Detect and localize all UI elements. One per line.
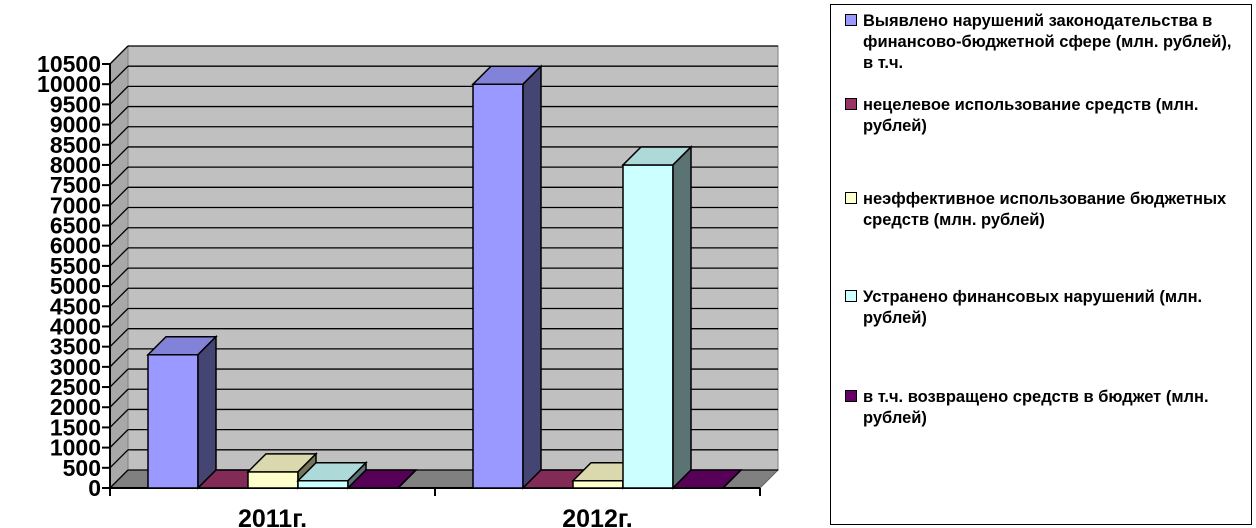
y-tick-label: 3000 <box>50 354 101 380</box>
bar-side <box>722 469 742 489</box>
bar-front <box>622 164 674 489</box>
y-tick-label: 8000 <box>50 152 101 178</box>
gridline-side <box>109 287 129 307</box>
y-axis: 0500100015002000250030003500400045005000… <box>37 51 111 501</box>
gridline-side <box>109 469 129 489</box>
gridline-side <box>109 449 129 469</box>
x-axis: 2011г. 2012г. <box>109 487 761 528</box>
legend-item-inefficient-use: неэффективное использование бюджетных ср… <box>845 189 1245 231</box>
gridline-side <box>109 207 129 226</box>
y-tick-label: 6000 <box>50 233 101 259</box>
y-tick-label: 10000 <box>37 71 101 97</box>
gridline-side <box>109 126 129 146</box>
y-tick-label: 10500 <box>37 51 101 77</box>
legend-swatch <box>845 390 857 402</box>
legend-label: Устранено финансовых нарушений (млн. руб… <box>863 288 1203 327</box>
y-tick-label: 4500 <box>50 293 101 319</box>
plot-side-wall <box>109 44 129 490</box>
y-tick-label: 3500 <box>50 334 101 360</box>
y-tick-label: 2000 <box>50 394 101 420</box>
bar-side <box>397 469 417 489</box>
gridline-side <box>109 146 129 166</box>
legend-item-returned-to-budget: в т.ч. возвращено средств в бюджет (млн.… <box>845 387 1245 429</box>
y-tick-label: 9500 <box>50 91 101 117</box>
legend-item-violations-eliminated: Устранено финансовых нарушений (млн. руб… <box>845 287 1245 329</box>
y-tick-label: 9000 <box>50 112 101 138</box>
y-tick-label: 1000 <box>50 435 101 461</box>
gridline-side <box>109 85 129 105</box>
bar <box>296 460 368 490</box>
gridline-side <box>109 106 129 126</box>
legend-swatch <box>845 192 857 204</box>
bar <box>671 469 743 489</box>
y-tick-label: 7500 <box>50 172 101 198</box>
gridline-side <box>109 65 129 85</box>
bar <box>346 469 418 489</box>
bar-front <box>297 479 349 489</box>
y-tick-label: 4000 <box>50 313 101 339</box>
legend: Выявлено нарушений законодательства в фи… <box>830 4 1252 525</box>
y-tick-label: 500 <box>63 455 101 481</box>
y-tick-label: 7000 <box>50 192 101 218</box>
x-category-label: 2011г. <box>238 505 307 528</box>
bar-front <box>247 471 299 489</box>
legend-label: Выявлено нарушений законодательства в фи… <box>863 12 1232 72</box>
bar-side <box>672 145 692 490</box>
legend-label: в т.ч. возвращено средств в бюджет (млн.… <box>863 388 1209 427</box>
gridline-side <box>109 308 129 327</box>
bar-front <box>147 353 199 489</box>
legend-swatch <box>845 98 857 110</box>
bar-side <box>522 64 542 490</box>
bar <box>621 145 693 490</box>
legend-label: нецелевое использование средств (млн. ру… <box>863 96 1199 135</box>
legend-item-misuse-of-funds: нецелевое использование средств (млн. ру… <box>845 95 1245 137</box>
y-tick-label: 1500 <box>50 414 101 440</box>
legend-swatch <box>845 14 857 26</box>
gridline-side <box>109 166 129 186</box>
bar <box>146 334 218 490</box>
gridline-side <box>109 267 129 287</box>
y-tick-label: 0 <box>88 475 101 501</box>
y-tick-label: 2500 <box>50 374 101 400</box>
gridline-side <box>109 45 129 65</box>
y-tick-label: 5500 <box>50 253 101 279</box>
y-tick-label: 6500 <box>50 213 101 239</box>
gridline-side <box>109 328 129 348</box>
legend-label: неэффективное использование бюджетных ср… <box>863 190 1227 229</box>
gridline-side <box>109 429 129 449</box>
gridline-side <box>109 388 129 408</box>
bars <box>146 64 743 490</box>
gridline-side <box>109 247 129 267</box>
bar-front <box>472 83 524 489</box>
gridline-side <box>109 368 129 388</box>
y-tick-label: 5000 <box>50 273 101 299</box>
bar-side <box>197 334 217 490</box>
bar <box>471 64 543 490</box>
bar-chart: 0500100015002000250030003500400045005000… <box>37 44 780 528</box>
legend-item-identified-violations: Выявлено нарушений законодательства в фи… <box>845 11 1245 74</box>
gridline-side <box>109 186 129 206</box>
gridline-side <box>109 348 129 368</box>
y-tick-label: 8500 <box>50 132 101 158</box>
legend-swatch <box>845 290 857 302</box>
bar-front <box>572 479 624 489</box>
gridline-side <box>109 408 129 428</box>
gridline-side <box>109 227 129 247</box>
x-category-label: 2012г. <box>562 505 632 528</box>
